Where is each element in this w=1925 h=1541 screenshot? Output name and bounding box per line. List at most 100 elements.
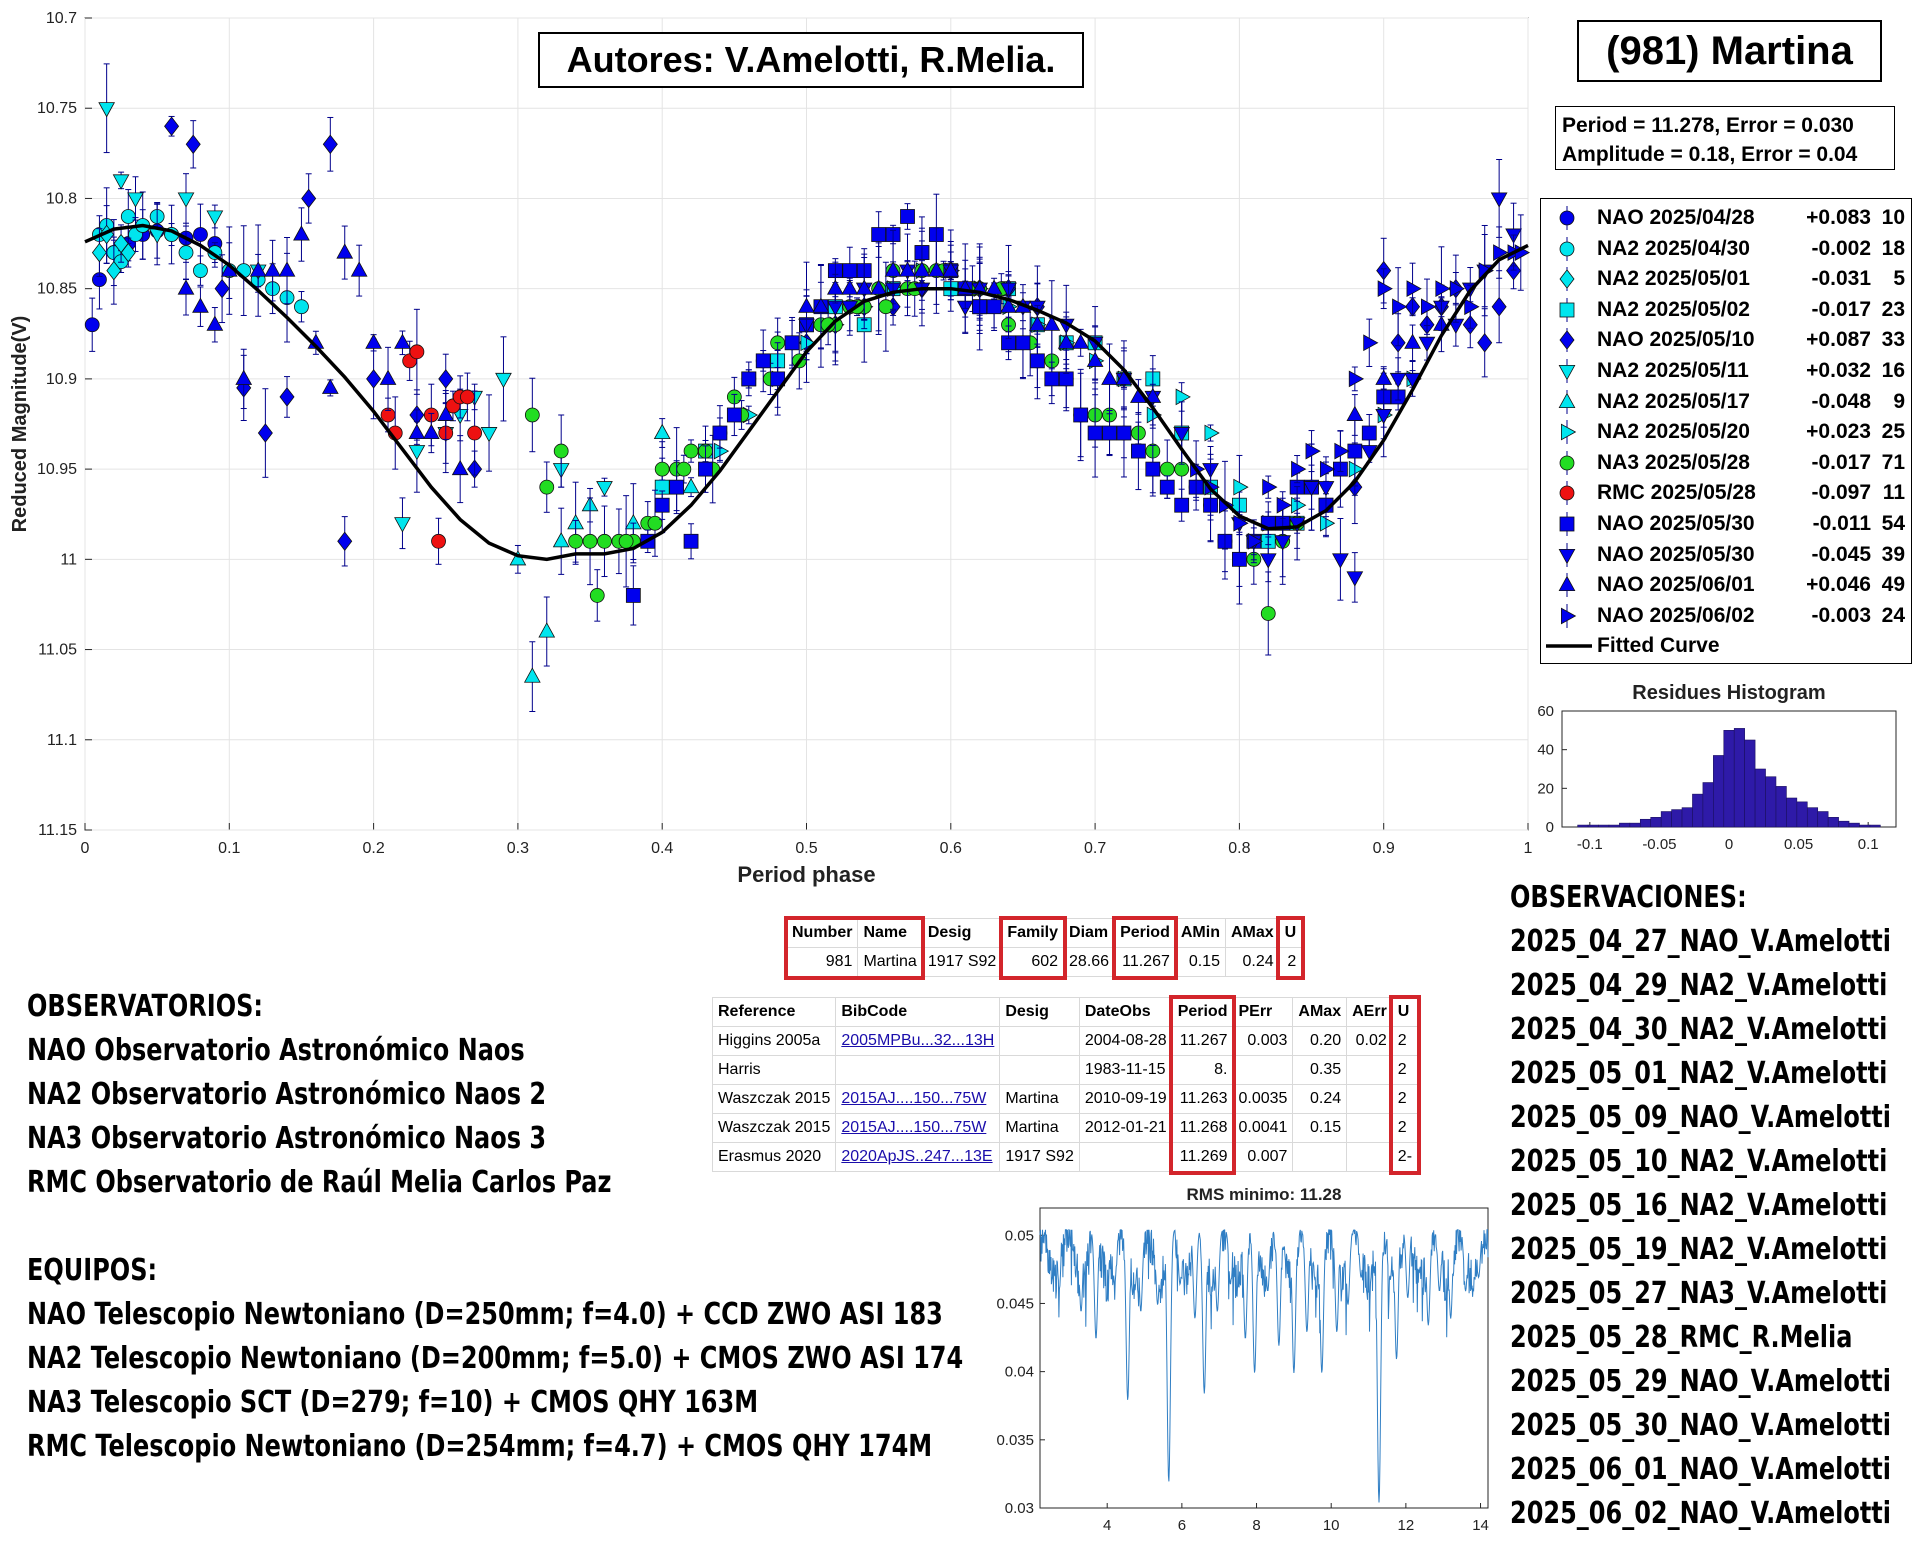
data-point [1145, 461, 1161, 477]
data-point [1144, 387, 1162, 403]
table-header-cell: AMax [1292, 997, 1348, 1027]
legend-count: 18 [1881, 236, 1905, 260]
legend-marker [1559, 210, 1575, 226]
bibcode-link[interactable]: 2015AJ....150...75W [835, 1113, 1001, 1143]
legend-item: NA2 2025/04/30 -0.002 18 [1541, 234, 1913, 264]
bibcode-link[interactable]: 2015AJ....150...75W [835, 1084, 1001, 1114]
legend-marker-icon [1559, 297, 1575, 322]
x-tick-label: 1 [1524, 840, 1533, 857]
histogram-bar [1817, 811, 1829, 828]
table-header-cell: Period [1171, 997, 1234, 1027]
data-point [1116, 425, 1132, 441]
table-row: 981 Martina 1917 S92 602 28.66 11.267 0.15 0.24… [785, 947, 1303, 977]
legend-count: 71 [1881, 450, 1905, 474]
fitted-curve [84, 223, 1529, 562]
data-point [1377, 280, 1393, 298]
histogram-bar [1838, 820, 1850, 828]
legend-item: RMC 2025/05/28 -0.097 11 [1541, 478, 1913, 508]
data-point [278, 261, 296, 277]
data-point [437, 405, 455, 421]
data-point [1319, 514, 1336, 532]
table-header-row: Reference BibCode Desig DateObs Period PErr AM… [711, 997, 1419, 1027]
table-header-row: Number Name Desig Family Diam Period AMin AMax U [785, 918, 1303, 948]
data-point [459, 389, 475, 405]
rms-x-tick-label: 14 [1472, 1517, 1489, 1534]
data-point [1073, 407, 1089, 423]
legend-item: NAO 2025/05/30 -0.011 54 [1541, 509, 1913, 539]
rms-y-tick-label: 0.03 [1005, 1500, 1034, 1517]
legend-label: NA2 2025/05/11 [1597, 359, 1749, 382]
x-tick-label: 0.3 [507, 840, 529, 857]
legend-item: NA3 2025/05/28 -0.017 71 [1541, 448, 1913, 478]
legend-item: NAO 2025/05/30 -0.045 39 [1541, 540, 1913, 570]
data-point [178, 245, 194, 260]
table-cell [999, 1055, 1080, 1085]
data-point [1159, 479, 1175, 495]
x-tick-label: 0.4 [651, 840, 673, 857]
rms-line [1039, 1228, 1489, 1503]
bibcode-link[interactable]: 2005MPBu...32...13H [835, 1026, 1001, 1056]
data-point [1101, 369, 1118, 385]
histogram-x-tick-label: 0.05 [1784, 836, 1813, 853]
legend-count: 54 [1881, 512, 1905, 535]
table-cell: 2 [1391, 1084, 1419, 1114]
legend-marker-icon [1559, 512, 1575, 536]
data-point [625, 588, 641, 603]
data-point [798, 297, 815, 313]
legend-offset: +0.023 [1806, 420, 1871, 444]
legend-marker-icon [1558, 389, 1576, 414]
table-header-cell: U [1278, 918, 1303, 948]
data-point [870, 279, 888, 295]
table-header-cell: Desig [921, 918, 1003, 948]
observaciones-list: 2025_04_27_NAO_V.Amelotti 2025_04_29_NA2_… [1510, 920, 1891, 1536]
x-tick-label: 0.7 [1084, 840, 1106, 857]
histogram-bar [1786, 797, 1798, 828]
rms-x-tick-label: 10 [1323, 1517, 1340, 1534]
panel-line: 2025_05_30_NAO_V.Amelotti [1510, 1408, 1891, 1443]
data-point [408, 445, 426, 461]
panel-line: 2025_05_16_NA2_V.Amelotti [1510, 1188, 1888, 1223]
table-cell: 28.66 [1063, 947, 1116, 977]
table-cell: 0.24 [1292, 1084, 1348, 1114]
table-cell: 2012-01-21 [1078, 1113, 1173, 1143]
data-point [1375, 369, 1393, 385]
histogram-bar [1619, 822, 1631, 828]
histogram-bar [1702, 782, 1714, 828]
data-point [812, 297, 830, 313]
legend-count: 9 [1893, 389, 1905, 413]
panel-line: NAO Observatorio Astronómico Naos [27, 1033, 525, 1068]
data-point [350, 261, 368, 277]
data-point [552, 532, 570, 548]
legend-label: NAO 2025/06/02 [1597, 603, 1755, 627]
rms-x-tick-label: 6 [1178, 1517, 1186, 1534]
histogram-bar [1692, 793, 1704, 828]
data-point [1232, 551, 1247, 567]
table-cell: 2004-08-28 [1078, 1026, 1173, 1056]
table-cell [999, 1026, 1080, 1056]
data-point [1418, 336, 1436, 353]
panel-line: RMC Observatorio de Raúl Melia Carlos Pa… [27, 1165, 612, 1200]
table-cell [1346, 1055, 1393, 1085]
legend-item: NAO 2025/06/01 +0.046 49 [1541, 570, 1913, 600]
data-point [451, 459, 469, 476]
legend-item: NAO 2025/04/28 +0.083 10 [1541, 203, 1913, 233]
data-point [618, 533, 634, 549]
data-point [206, 210, 224, 226]
rms-x-tick-label: 12 [1398, 1517, 1415, 1534]
table-cell [1346, 1084, 1393, 1114]
data-point [257, 423, 273, 443]
bibcode-link[interactable]: 2020ApJS..247...13E [835, 1142, 1001, 1172]
panel-line: 2025_05_28_RMC_R.Melia [1510, 1320, 1853, 1355]
y-tick-label: 11.1 [47, 732, 77, 749]
data-point [1274, 535, 1292, 551]
data-point [214, 278, 230, 299]
data-point [755, 353, 771, 369]
data-point [1043, 315, 1061, 331]
data-point [1305, 442, 1321, 460]
histogram-bar [1629, 822, 1641, 828]
chart-legend: NAO 2025/04/28 +0.083 10 NA2 2025/04/30 -0.0… [1540, 198, 1912, 664]
y-tick-label: 10.75 [37, 100, 77, 117]
data-point [654, 497, 670, 513]
data-point [321, 378, 339, 394]
data-point [1346, 571, 1364, 587]
